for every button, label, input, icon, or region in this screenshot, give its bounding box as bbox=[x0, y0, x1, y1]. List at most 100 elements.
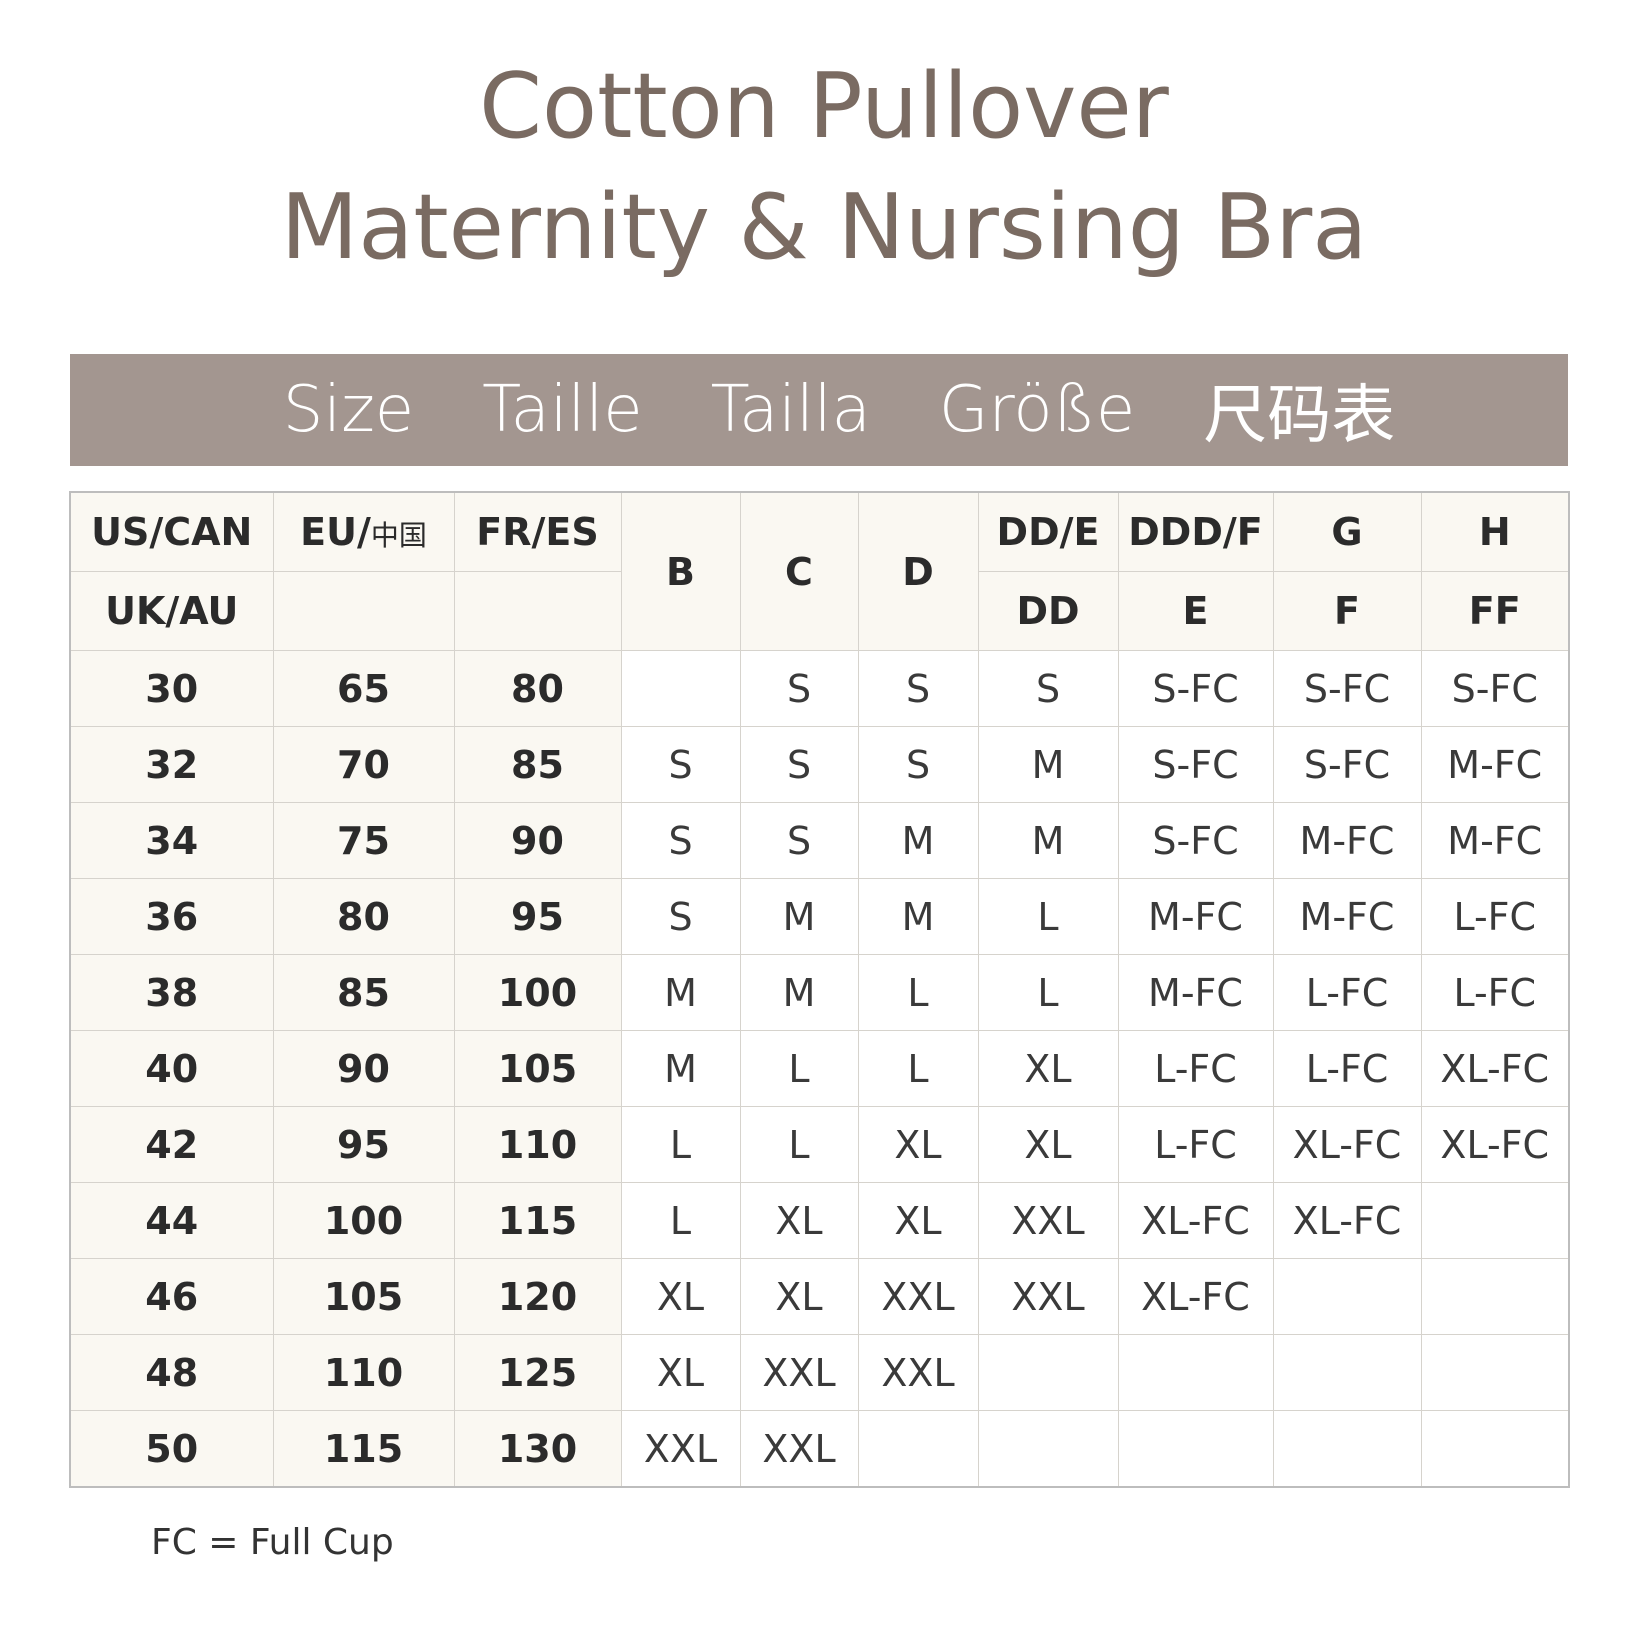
table-row: 42 95 110 L L XL XL L-FC XL-FC XL-FC bbox=[69, 1106, 1570, 1183]
size-cell: M-FC bbox=[1420, 802, 1570, 879]
header-cup-ddd-f: DDD/F bbox=[1117, 491, 1274, 572]
header-cup-dd: DD bbox=[977, 571, 1119, 651]
fr-band-cell: 95 bbox=[453, 878, 622, 955]
header-cup-b: B bbox=[620, 491, 741, 651]
table-row: 48 110 125 XL XXL XXL bbox=[69, 1334, 1570, 1411]
size-cell: XL-FC bbox=[1420, 1106, 1570, 1183]
size-cell: L bbox=[977, 878, 1119, 955]
size-cell bbox=[1420, 1258, 1570, 1335]
eu-band-cell: 110 bbox=[272, 1334, 455, 1411]
size-cell: M bbox=[977, 726, 1119, 803]
header-empty bbox=[453, 571, 622, 651]
eu-band-cell: 95 bbox=[272, 1106, 455, 1183]
fr-band-cell: 115 bbox=[453, 1182, 622, 1259]
eu-band-cell: 90 bbox=[272, 1030, 455, 1107]
size-cell: M-FC bbox=[1420, 726, 1570, 803]
eu-band-cell: 105 bbox=[272, 1258, 455, 1335]
size-cell: XL-FC bbox=[1420, 1030, 1570, 1107]
us-band-cell: 44 bbox=[69, 1182, 274, 1259]
size-cell: L-FC bbox=[1117, 1030, 1274, 1107]
fr-band-cell: 85 bbox=[453, 726, 622, 803]
header-cup-f: F bbox=[1272, 571, 1422, 651]
size-cell bbox=[857, 1410, 979, 1488]
header-row-2: UK/AU DD E F FF bbox=[69, 571, 1570, 651]
size-cell: XL-FC bbox=[1272, 1182, 1422, 1259]
size-cell: L bbox=[857, 954, 979, 1031]
size-cell: XL bbox=[739, 1258, 859, 1335]
size-cell: M-FC bbox=[1117, 878, 1274, 955]
fr-band-cell: 125 bbox=[453, 1334, 622, 1411]
size-cell: S-FC bbox=[1272, 726, 1422, 803]
header-eu: EU/ bbox=[300, 510, 371, 554]
size-cell: M bbox=[620, 1030, 741, 1107]
size-cell: XL-FC bbox=[1117, 1258, 1274, 1335]
eu-band-cell: 65 bbox=[272, 650, 455, 727]
size-cell: L-FC bbox=[1420, 878, 1570, 955]
size-cell: S-FC bbox=[1420, 650, 1570, 727]
header-cup-h: H bbox=[1420, 491, 1570, 572]
size-cell bbox=[977, 1334, 1119, 1411]
size-cell: L bbox=[857, 1030, 979, 1107]
us-band-cell: 32 bbox=[69, 726, 274, 803]
title-line-2: Maternity & Nursing Bra bbox=[280, 175, 1368, 280]
size-cell bbox=[620, 650, 741, 727]
banner-label-zh: 尺码表 bbox=[1203, 379, 1396, 453]
footer-note: FC = Full Cup bbox=[151, 1522, 394, 1563]
size-cell: XXL bbox=[857, 1334, 979, 1411]
header-cup-dd-e: DD/E bbox=[977, 491, 1119, 572]
header-cup-d: D bbox=[857, 491, 979, 651]
us-band-cell: 36 bbox=[69, 878, 274, 955]
size-cell: S bbox=[857, 650, 979, 727]
size-cell: S bbox=[739, 802, 859, 879]
eu-band-cell: 75 bbox=[272, 802, 455, 879]
us-band-cell: 42 bbox=[69, 1106, 274, 1183]
size-cell: L bbox=[739, 1106, 859, 1183]
size-cell: XXL bbox=[977, 1182, 1119, 1259]
fr-band-cell: 80 bbox=[453, 650, 622, 727]
us-band-cell: 38 bbox=[69, 954, 274, 1031]
header-empty bbox=[272, 571, 455, 651]
size-cell: M-FC bbox=[1272, 802, 1422, 879]
header-fr-es: FR/ES bbox=[453, 491, 622, 572]
banner-label-es: Tailla bbox=[710, 373, 871, 447]
table-body: 30 65 80 S S S S-FC S-FC S-FC 32 70 85 S S S M S-FC S-FC M… bbox=[69, 650, 1570, 1488]
table-row: 38 85 100 M M L L M-FC L-FC L-FC bbox=[69, 954, 1570, 1031]
size-cell: XL bbox=[977, 1106, 1119, 1183]
table-row: 40 90 105 M L L XL L-FC L-FC XL-FC bbox=[69, 1030, 1570, 1107]
size-cell: L-FC bbox=[1272, 954, 1422, 1031]
header-uk-au: UK/AU bbox=[69, 571, 274, 651]
header-cup-c: C bbox=[739, 491, 859, 651]
eu-band-cell: 70 bbox=[272, 726, 455, 803]
table-row: 30 65 80 S S S S-FC S-FC S-FC bbox=[69, 650, 1570, 727]
table-row: 44 100 115 L XL XL XXL XL-FC XL-FC bbox=[69, 1182, 1570, 1259]
size-cell: S bbox=[739, 650, 859, 727]
size-banner: Size Taille Tailla Größe 尺码表 bbox=[70, 354, 1568, 466]
eu-band-cell: 100 bbox=[272, 1182, 455, 1259]
size-cell: L bbox=[620, 1182, 741, 1259]
size-cell: S bbox=[857, 726, 979, 803]
table-row: 50 115 130 XXL XXL bbox=[69, 1410, 1570, 1488]
size-cell: XL bbox=[977, 1030, 1119, 1107]
fr-band-cell: 130 bbox=[453, 1410, 622, 1488]
header-cup-e: E bbox=[1117, 571, 1274, 651]
size-cell: S bbox=[620, 726, 741, 803]
size-cell: L-FC bbox=[1117, 1106, 1274, 1183]
size-cell: XXL bbox=[739, 1410, 859, 1488]
table-row: 34 75 90 S S M M S-FC M-FC M-FC bbox=[69, 802, 1570, 879]
size-cell: M bbox=[739, 878, 859, 955]
size-cell: S-FC bbox=[1272, 650, 1422, 727]
size-chart-table: US/CAN EU/中国 FR/ES B C D DD/E DDD/F G H … bbox=[69, 491, 1570, 1488]
table-row: 46 105 120 XL XL XXL XXL XL-FC bbox=[69, 1258, 1570, 1335]
size-cell: M bbox=[739, 954, 859, 1031]
size-cell: XL bbox=[739, 1182, 859, 1259]
size-cell bbox=[1420, 1334, 1570, 1411]
size-cell: XL bbox=[620, 1334, 741, 1411]
size-cell: M-FC bbox=[1117, 954, 1274, 1031]
size-cell: XXL bbox=[739, 1334, 859, 1411]
size-cell: L bbox=[977, 954, 1119, 1031]
size-cell: M bbox=[977, 802, 1119, 879]
fr-band-cell: 110 bbox=[453, 1106, 622, 1183]
fr-band-cell: 90 bbox=[453, 802, 622, 879]
title-line-1: Cotton Pullover bbox=[479, 54, 1169, 159]
eu-band-cell: 85 bbox=[272, 954, 455, 1031]
